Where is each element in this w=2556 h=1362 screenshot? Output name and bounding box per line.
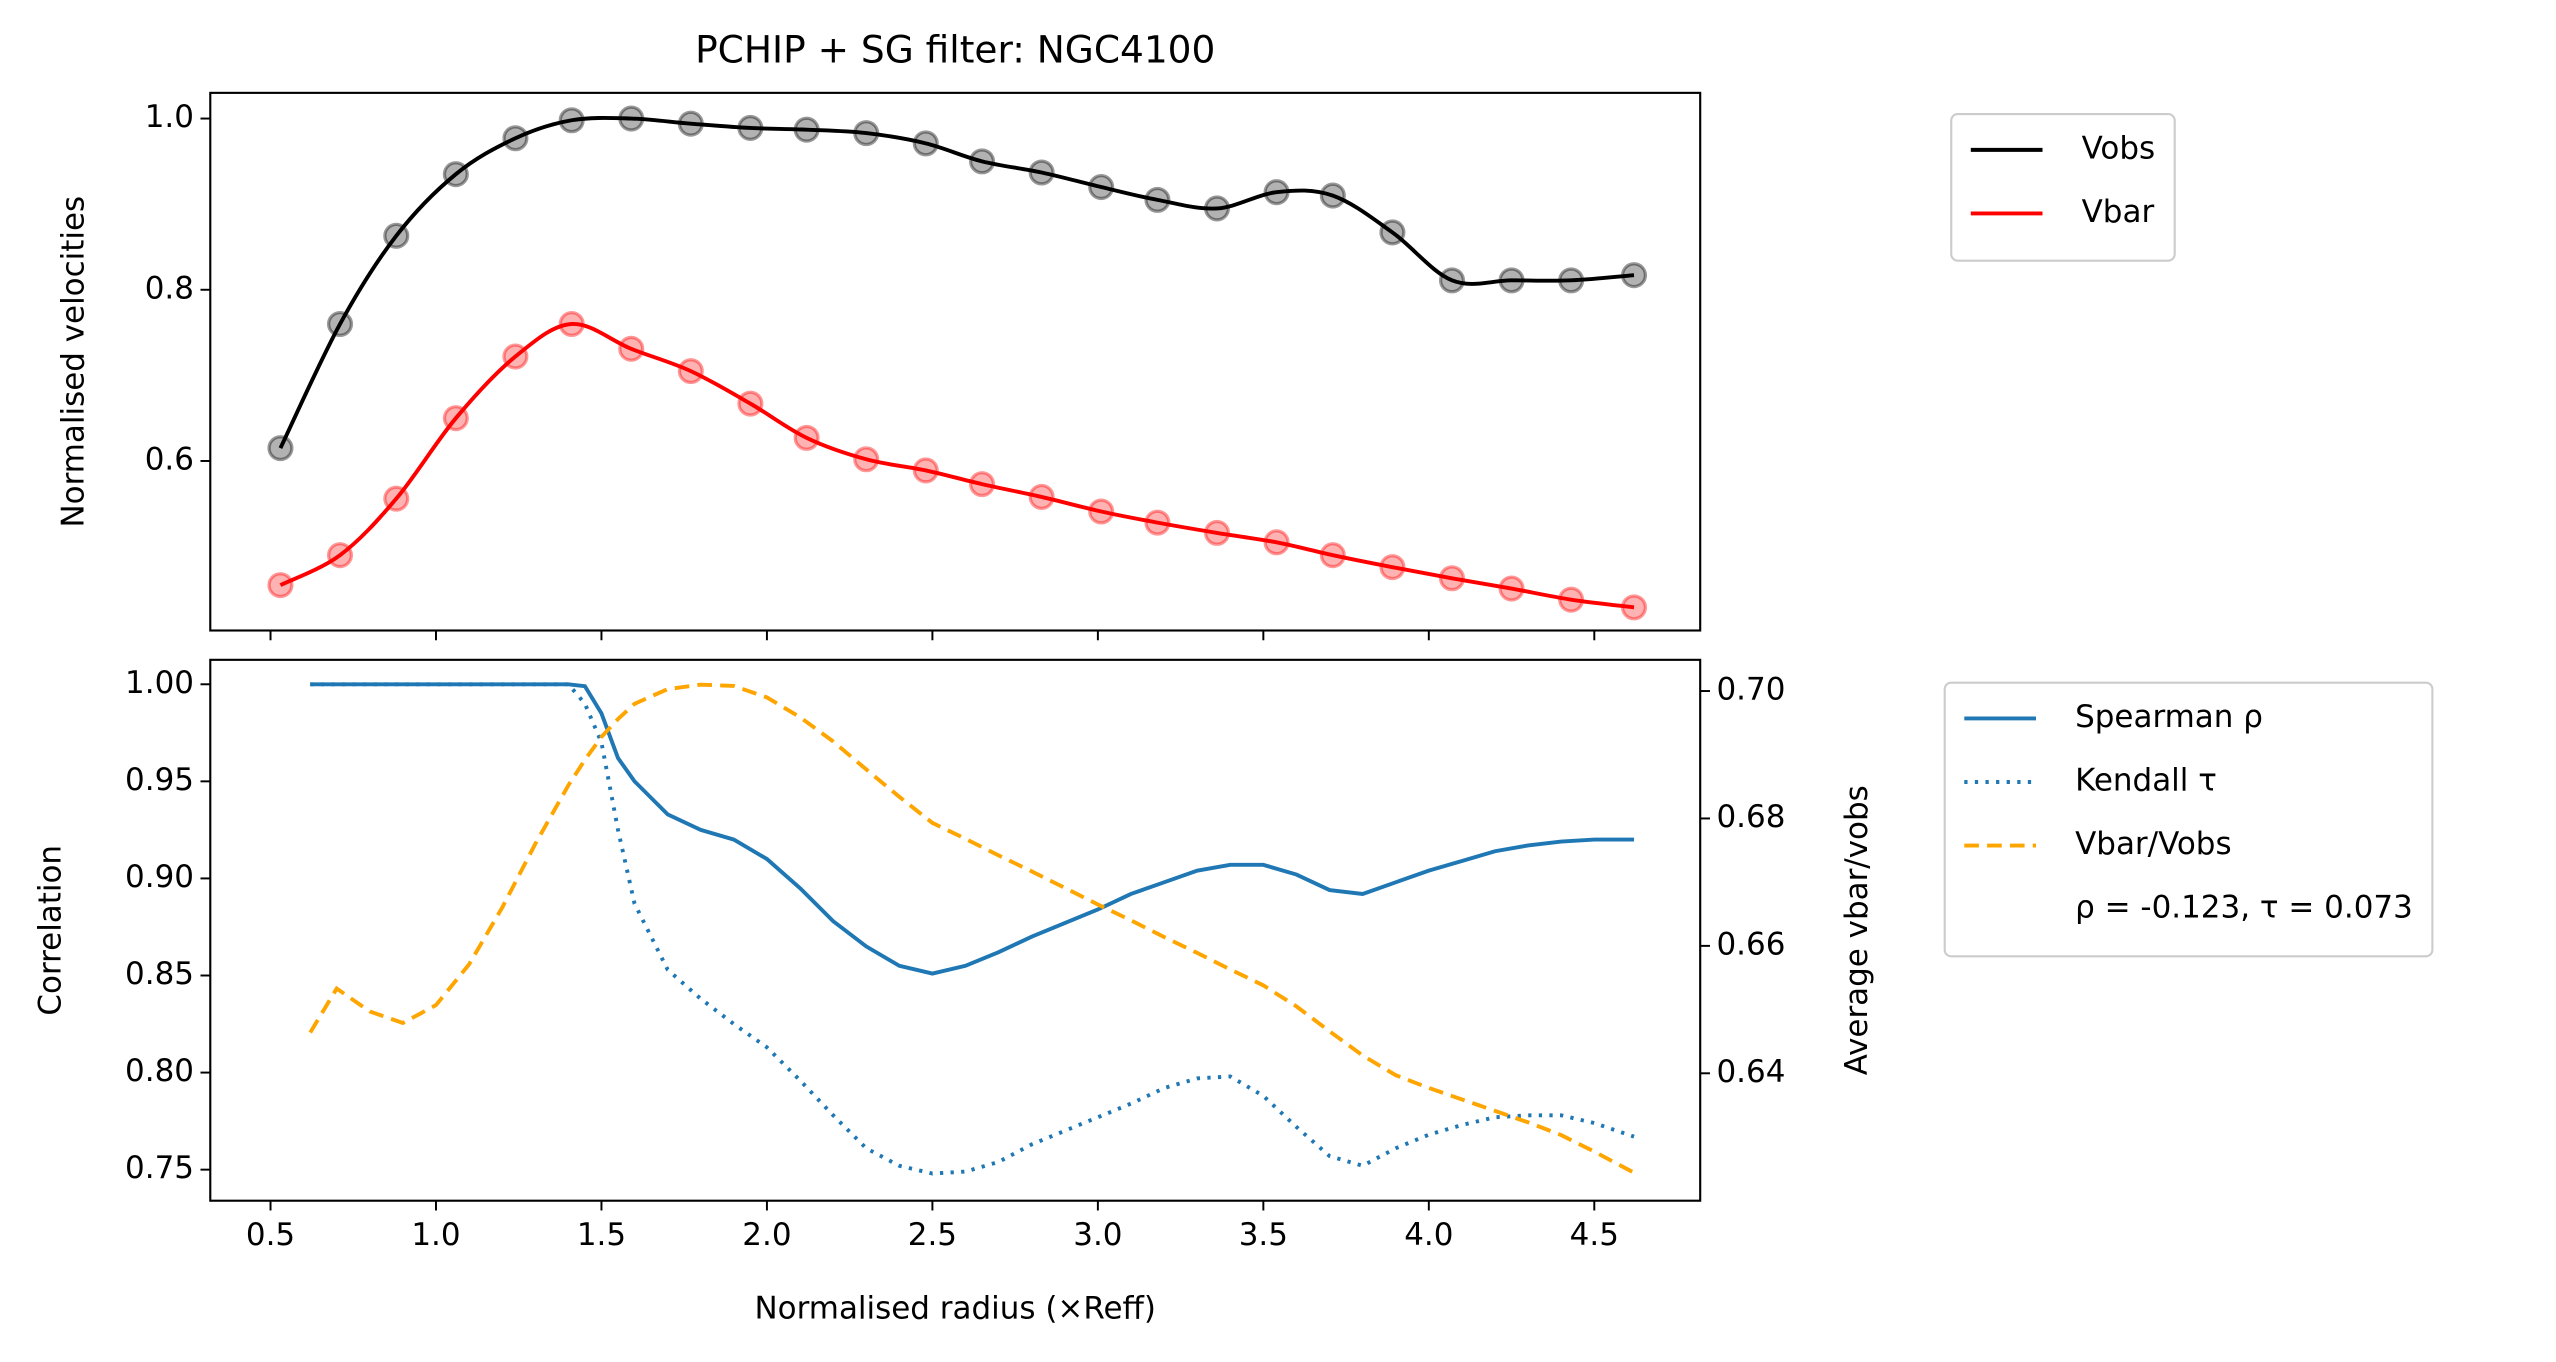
data-point <box>326 542 354 569</box>
yticks-label: 0.80 <box>125 1053 194 1089</box>
x-tick-label: 4.5 <box>1570 1217 1619 1253</box>
x-tick-label: 1.0 <box>411 1217 460 1253</box>
legend-label: Kendall τ <box>2075 763 2217 799</box>
data-point <box>442 405 469 432</box>
y2ticks-label: 0.64 <box>1716 1054 1785 1090</box>
data-point <box>326 310 354 338</box>
data-point <box>1498 267 1525 294</box>
data-point <box>1144 509 1171 536</box>
legend-box <box>1943 681 2434 958</box>
y2-axis-label: Average vbar/vobs <box>1839 785 1875 1075</box>
data-point <box>1203 195 1231 222</box>
series-line <box>310 682 1635 1176</box>
legend-label: Vbar <box>2082 194 2155 230</box>
x-axis-label: Normalised radius (×Reff) <box>755 1290 1156 1326</box>
data-point <box>912 130 939 157</box>
data-point <box>267 572 294 599</box>
data-point <box>793 424 820 451</box>
data-point <box>618 335 645 362</box>
legend-note: ρ = -0.123, τ = 0.073 <box>2075 890 2413 926</box>
data-point <box>1263 529 1290 556</box>
data-point <box>383 222 410 249</box>
legend-label: Vobs <box>2082 130 2156 166</box>
data-point <box>677 110 704 137</box>
x-tick-label: 2.0 <box>742 1217 791 1253</box>
yticks-label: 1.00 <box>125 665 194 701</box>
x-tick-label: 1.5 <box>577 1217 626 1253</box>
x-tick-label: 4.0 <box>1404 1217 1453 1253</box>
data-point <box>853 120 880 147</box>
axes-frame <box>209 658 1702 1202</box>
data-point <box>1558 586 1585 613</box>
y-axis-label: Correlation <box>33 845 69 1016</box>
data-point <box>1379 554 1406 581</box>
data-point <box>677 358 704 385</box>
data-point <box>1620 594 1648 621</box>
series-line <box>310 682 1635 976</box>
data-point <box>969 471 996 498</box>
data-point <box>1263 179 1290 206</box>
data-point <box>502 343 529 370</box>
data-point <box>618 105 645 132</box>
legend-label: Spearman ρ <box>2075 699 2263 735</box>
legend-label: Vbar/Vobs <box>2075 826 2231 862</box>
data-point <box>912 457 939 484</box>
data-point <box>1438 267 1466 294</box>
yticks-label: 1.0 <box>145 99 194 135</box>
chart-title: PCHIP + SG filter: NGC4100 <box>695 28 1215 72</box>
data-point <box>1028 159 1055 186</box>
yticks-label: 0.95 <box>125 762 194 798</box>
data-point <box>1144 186 1171 213</box>
y-axis-label: Normalised velocities <box>55 196 91 528</box>
data-point <box>1319 542 1346 569</box>
x-tick-label: 2.5 <box>908 1217 957 1253</box>
yticks-label: 0.8 <box>145 270 194 306</box>
y2ticks-label: 0.66 <box>1716 926 1785 962</box>
yticks-label: 0.85 <box>125 956 194 992</box>
x-tick-label: 0.5 <box>246 1217 295 1253</box>
series-line <box>278 116 1635 449</box>
data-point <box>558 107 585 134</box>
yticks-label: 0.90 <box>125 859 194 895</box>
y2ticks-label: 0.68 <box>1716 799 1785 835</box>
data-point <box>1028 483 1055 510</box>
data-point <box>558 310 585 338</box>
data-point <box>1088 174 1115 201</box>
data-point <box>737 390 764 417</box>
data-point <box>1379 219 1406 246</box>
y2ticks-label: 0.70 <box>1716 672 1785 708</box>
data-point <box>969 148 996 175</box>
series-line <box>279 322 1635 610</box>
data-point <box>1203 519 1231 546</box>
data-point <box>1498 575 1525 602</box>
data-point <box>442 161 469 188</box>
data-point <box>1438 565 1466 592</box>
data-point <box>267 435 294 462</box>
data-point <box>1558 267 1585 294</box>
axes-frame <box>209 91 1702 632</box>
data-point <box>853 446 880 473</box>
data-point <box>383 485 410 512</box>
data-point <box>1088 498 1115 525</box>
data-point <box>502 125 529 152</box>
data-point <box>737 114 764 141</box>
x-tick-label: 3.0 <box>1073 1217 1122 1253</box>
yticks-label: 0.75 <box>125 1150 194 1186</box>
data-point <box>1620 262 1648 289</box>
yticks-label: 0.6 <box>145 441 194 477</box>
x-tick-label: 3.5 <box>1239 1217 1288 1253</box>
data-point <box>793 116 820 143</box>
data-point <box>1319 182 1346 209</box>
series-line <box>308 682 1635 1175</box>
